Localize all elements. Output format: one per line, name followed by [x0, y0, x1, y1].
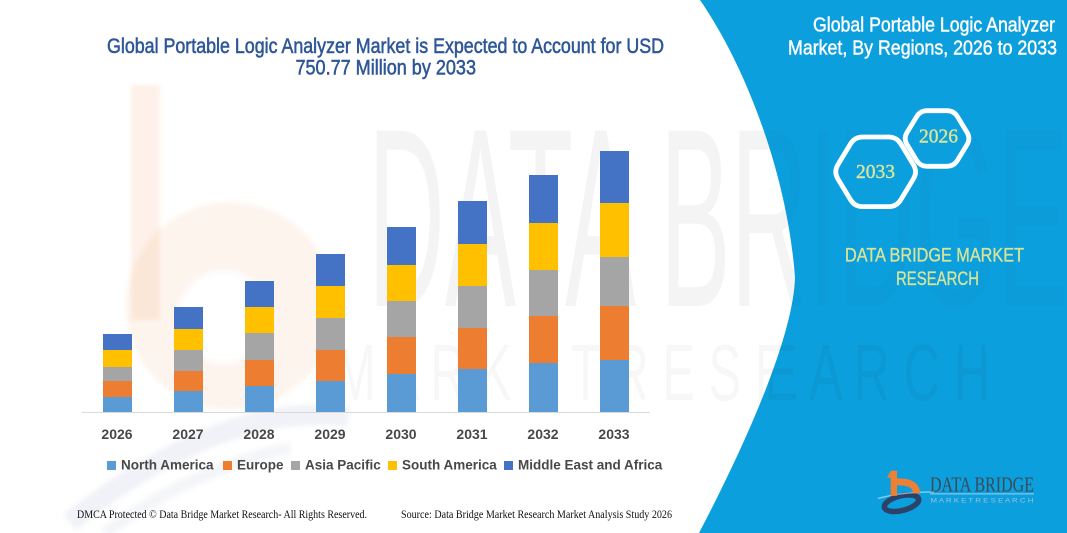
svg-text:2032: 2032 [527, 426, 558, 442]
svg-text:2033: 2033 [598, 426, 629, 442]
svg-text:2033: 2033 [856, 162, 895, 183]
svg-text:Source: Data Bridge Market Res: Source: Data Bridge Market Research Mark… [401, 507, 672, 521]
svg-text:South America: South America [402, 458, 497, 473]
svg-text:2030: 2030 [385, 426, 416, 442]
svg-text:Global Portable Logic Analyzer: Global Portable Logic Analyzer Market is… [107, 35, 664, 58]
svg-text:M A R K E T R E S E A R C H: M A R K E T R E S E A R C H [931, 499, 1034, 505]
svg-text:DMCA Protected © Data Bridge M: DMCA Protected © Data Bridge Market Rese… [77, 507, 367, 521]
svg-text:RESEARCH: RESEARCH [896, 269, 979, 290]
svg-text:750.77 Million by 2033: 750.77 Million by 2033 [296, 57, 477, 80]
svg-text:DATA BRIDGE MARKET: DATA BRIDGE MARKET [845, 246, 1024, 267]
svg-text:North America: North America [121, 458, 214, 473]
svg-text:2027: 2027 [172, 426, 203, 442]
svg-text:DATA BRIDGE: DATA BRIDGE [368, 76, 1067, 361]
svg-text:Market, By Regions, 2026 to 20: Market, By Regions, 2026 to 2033 [788, 37, 1057, 60]
svg-text:2028: 2028 [243, 426, 274, 442]
svg-text:Global Portable Logic Analyzer: Global Portable Logic Analyzer [813, 14, 1055, 37]
svg-text:Asia Pacific: Asia Pacific [305, 458, 381, 473]
svg-text:2026: 2026 [919, 127, 958, 148]
svg-text:2031: 2031 [456, 426, 487, 442]
svg-text:Middle East and Africa: Middle East and Africa [518, 458, 663, 473]
svg-text:Europe: Europe [237, 458, 284, 473]
svg-text:2029: 2029 [314, 426, 345, 442]
svg-text:2026: 2026 [101, 426, 132, 442]
svg-text:DATA BRIDGE: DATA BRIDGE [930, 473, 1034, 497]
